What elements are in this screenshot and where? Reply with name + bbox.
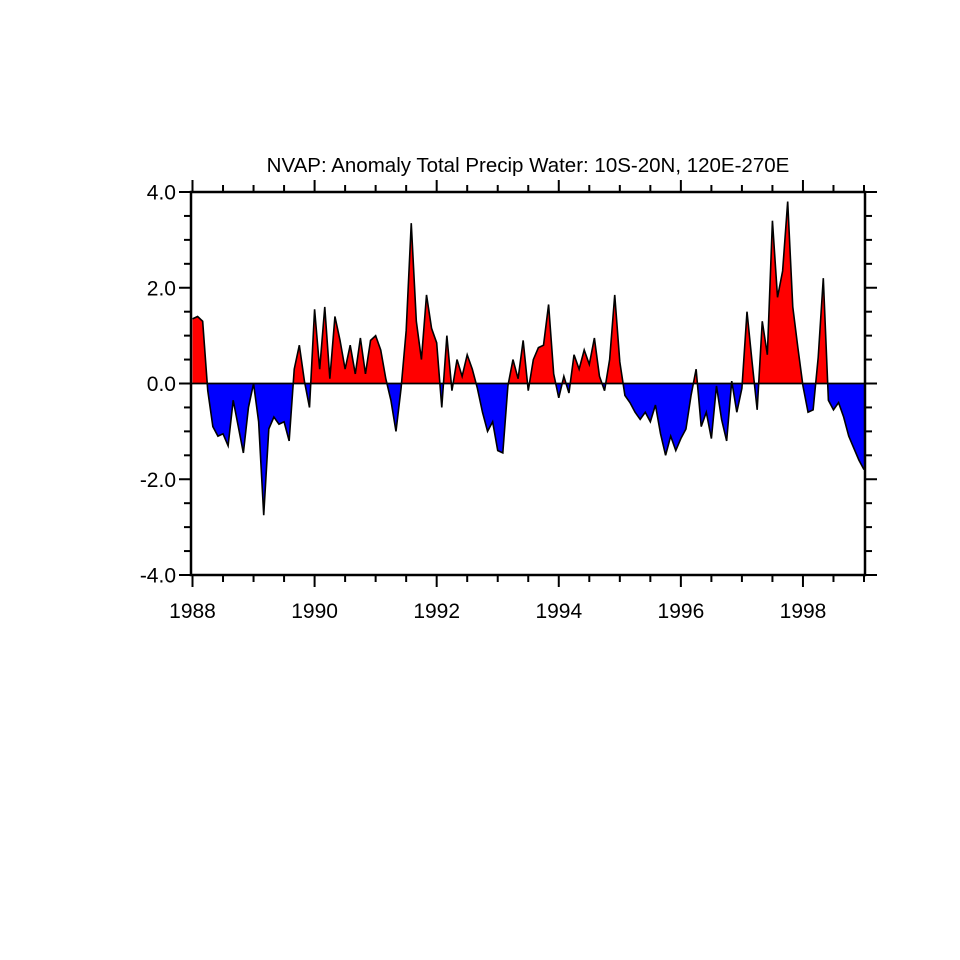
chart-title: NVAP: Anomaly Total Precip Water: 10S-20… [267,154,790,177]
x-tick-label: 1996 [658,600,705,623]
y-tick-label: 4.0 [147,182,176,205]
data-line [192,201,865,516]
negative-anomaly-fill [192,383,864,516]
y-tick-label: -4.0 [140,565,176,588]
y-tick-label: -2.0 [140,469,176,492]
x-tick-label: 1994 [535,600,582,623]
x-tick-label: 1990 [291,600,338,623]
anomaly-fill-areas [192,201,864,516]
axis-ticks [179,180,877,587]
y-tick-label: 2.0 [147,277,176,300]
x-tick-label: 1992 [413,600,460,623]
axis-tick-labels: 1988 1990 1992 1994 1996 1998 4.0 2.0 0.0 -2.0 -4.… [140,182,827,624]
y-tick-label: 0.0 [147,373,176,396]
positive-anomaly-fill [192,201,864,384]
x-tick-label: 1988 [169,600,216,623]
data-and-axis-lines [189,190,867,577]
x-tick-label: 1998 [780,600,827,623]
